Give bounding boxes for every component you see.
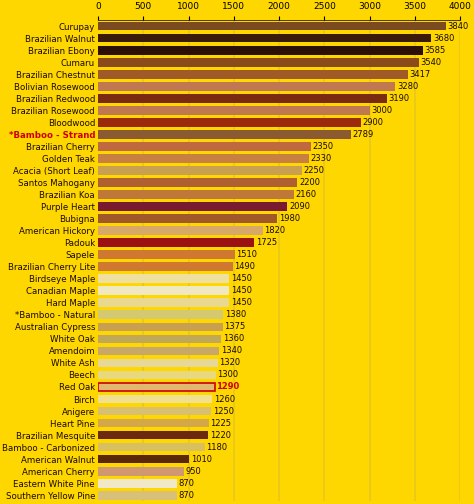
Bar xyxy=(98,226,263,235)
Bar xyxy=(98,214,277,223)
Text: 1450: 1450 xyxy=(231,286,252,295)
Text: 950: 950 xyxy=(186,467,201,476)
Bar xyxy=(98,419,209,427)
Bar xyxy=(98,479,177,487)
Text: 1725: 1725 xyxy=(256,238,277,247)
Bar xyxy=(98,82,395,91)
Text: 1250: 1250 xyxy=(213,407,234,416)
Text: 2200: 2200 xyxy=(299,178,320,187)
Text: 2090: 2090 xyxy=(289,202,310,211)
Bar xyxy=(98,238,254,247)
Text: 1220: 1220 xyxy=(210,430,231,439)
Text: 3000: 3000 xyxy=(372,106,392,115)
Bar xyxy=(98,118,361,127)
Text: 3585: 3585 xyxy=(425,46,446,54)
Text: 1510: 1510 xyxy=(237,250,257,259)
Text: 1980: 1980 xyxy=(279,214,300,223)
Bar xyxy=(98,395,212,403)
Text: 1450: 1450 xyxy=(231,298,252,307)
Text: 1450: 1450 xyxy=(231,274,252,283)
Bar xyxy=(98,383,215,391)
Bar xyxy=(98,347,219,355)
Bar xyxy=(98,94,387,103)
Text: 1260: 1260 xyxy=(214,395,235,404)
Bar xyxy=(98,407,211,415)
Text: 1300: 1300 xyxy=(218,370,238,380)
Text: 1225: 1225 xyxy=(210,419,231,427)
Text: 1320: 1320 xyxy=(219,358,240,367)
Bar xyxy=(98,34,431,42)
Text: 1340: 1340 xyxy=(221,346,242,355)
Bar xyxy=(98,263,233,271)
Bar xyxy=(98,250,235,259)
Bar xyxy=(98,58,419,67)
Text: 3190: 3190 xyxy=(389,94,410,103)
Bar xyxy=(98,142,311,151)
Bar xyxy=(98,46,423,54)
Text: 3540: 3540 xyxy=(420,58,442,67)
Bar xyxy=(98,298,229,307)
Bar xyxy=(98,323,222,331)
Text: 1490: 1490 xyxy=(235,262,255,271)
Bar xyxy=(98,70,408,79)
Bar xyxy=(98,455,190,464)
Bar xyxy=(98,431,209,439)
Bar xyxy=(98,166,302,175)
Text: 3680: 3680 xyxy=(433,34,455,43)
Bar xyxy=(98,335,221,343)
Text: 2250: 2250 xyxy=(303,166,325,175)
Bar xyxy=(98,491,177,499)
Bar xyxy=(98,274,229,283)
Text: 2350: 2350 xyxy=(312,142,334,151)
Bar xyxy=(98,202,287,211)
Bar xyxy=(98,359,218,367)
Bar xyxy=(98,467,184,476)
Bar xyxy=(98,190,294,199)
Bar xyxy=(98,106,370,114)
Text: 2789: 2789 xyxy=(352,130,374,139)
Text: 1290: 1290 xyxy=(217,383,240,392)
Text: 3417: 3417 xyxy=(409,70,430,79)
Bar xyxy=(98,154,309,163)
Text: 1010: 1010 xyxy=(191,455,212,464)
Bar xyxy=(98,22,446,30)
Text: 3840: 3840 xyxy=(447,22,469,31)
Text: 870: 870 xyxy=(178,491,194,500)
Text: 1375: 1375 xyxy=(224,323,246,331)
Text: 1180: 1180 xyxy=(207,443,228,452)
Text: 3280: 3280 xyxy=(397,82,418,91)
Bar xyxy=(98,310,223,319)
Text: 2330: 2330 xyxy=(311,154,332,163)
Text: 2900: 2900 xyxy=(363,118,383,127)
Bar xyxy=(98,130,351,139)
Text: 1360: 1360 xyxy=(223,334,244,343)
Bar xyxy=(98,443,205,452)
Text: 1380: 1380 xyxy=(225,310,246,320)
Bar xyxy=(98,178,297,187)
Text: 870: 870 xyxy=(178,479,194,488)
Text: 2160: 2160 xyxy=(295,190,317,199)
Bar xyxy=(98,370,216,380)
Bar xyxy=(98,286,229,295)
Text: 1820: 1820 xyxy=(264,226,286,235)
